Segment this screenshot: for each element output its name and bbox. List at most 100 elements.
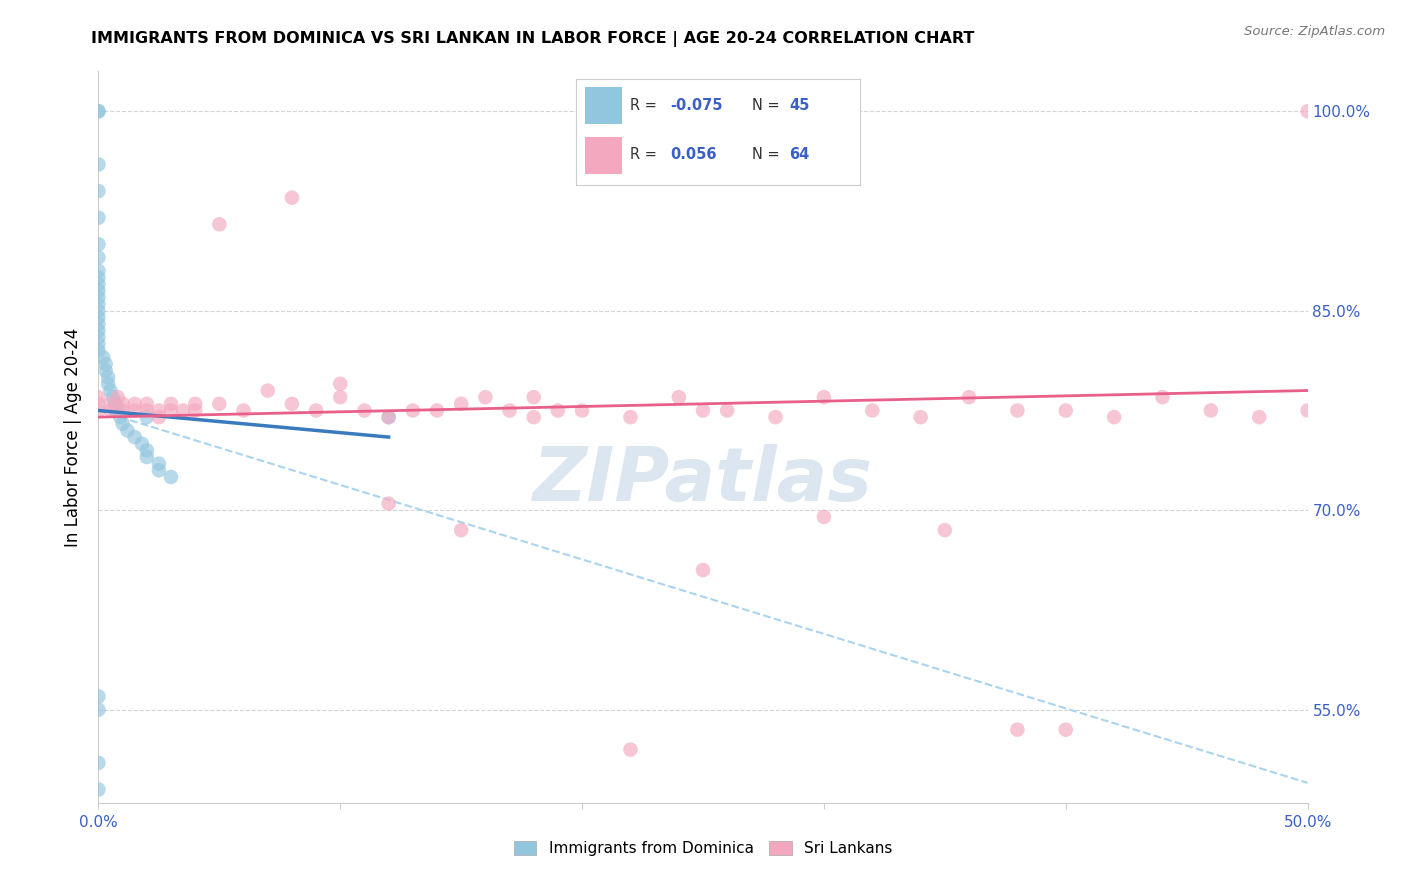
Point [668, 390, 690, 404]
Point [692, 563, 714, 577]
Point [87, 290, 110, 304]
Point [87, 303, 110, 318]
Point [148, 403, 170, 417]
Point [97, 370, 120, 384]
Point [281, 397, 304, 411]
Text: Source: ZipAtlas.com: Source: ZipAtlas.com [1244, 25, 1385, 38]
Point [377, 497, 399, 511]
Point [100, 403, 122, 417]
Point [111, 397, 134, 411]
Point [87, 297, 110, 311]
Point [934, 523, 956, 537]
Point [547, 403, 569, 417]
Point [87, 264, 110, 278]
Point [692, 403, 714, 417]
Point [107, 403, 129, 417]
Point [619, 742, 641, 756]
Point [813, 509, 835, 524]
Point [87, 703, 110, 717]
Point [957, 390, 980, 404]
Point [353, 403, 375, 417]
Point [523, 410, 546, 425]
Point [256, 384, 278, 398]
Point [1199, 403, 1222, 417]
Point [402, 403, 425, 417]
Point [184, 397, 207, 411]
Point [571, 403, 593, 417]
Point [148, 463, 170, 477]
Text: ZIPatlas: ZIPatlas [533, 444, 873, 517]
Point [377, 410, 399, 425]
Point [172, 403, 194, 417]
Point [87, 756, 110, 770]
Point [87, 277, 110, 292]
Point [91, 351, 114, 365]
Point [619, 410, 641, 425]
Point [87, 690, 110, 704]
Point [124, 403, 146, 417]
Point [426, 403, 449, 417]
Point [498, 403, 520, 417]
Point [87, 343, 110, 358]
Point [104, 397, 127, 411]
Point [305, 403, 328, 417]
Point [1007, 403, 1029, 417]
Point [124, 430, 146, 444]
Point [135, 403, 157, 417]
Point [813, 390, 835, 404]
Point [87, 104, 110, 119]
Point [377, 410, 399, 425]
Point [208, 217, 231, 231]
Point [87, 211, 110, 225]
Text: IMMIGRANTS FROM DOMINICA VS SRI LANKAN IN LABOR FORCE | AGE 20-24 CORRELATION CH: IMMIGRANTS FROM DOMINICA VS SRI LANKAN I… [91, 31, 974, 47]
Point [1102, 410, 1125, 425]
Point [108, 410, 131, 425]
Point [329, 376, 352, 391]
Point [208, 397, 231, 411]
Point [148, 457, 170, 471]
Point [1296, 104, 1319, 119]
Point [101, 390, 124, 404]
Point [450, 397, 472, 411]
Point [1296, 403, 1319, 417]
Point [117, 424, 139, 438]
Point [135, 450, 157, 464]
Point [124, 397, 146, 411]
Point [87, 403, 110, 417]
Point [765, 410, 787, 425]
Point [232, 403, 254, 417]
Point [1249, 410, 1271, 425]
Point [87, 330, 110, 344]
Point [160, 470, 183, 484]
Point [87, 324, 110, 338]
Point [87, 237, 110, 252]
Point [94, 357, 117, 371]
Point [87, 337, 110, 351]
Point [135, 443, 157, 458]
Point [94, 363, 117, 377]
Point [111, 403, 134, 417]
Point [281, 191, 304, 205]
Point [87, 782, 110, 797]
Point [184, 403, 207, 417]
Point [87, 251, 110, 265]
Point [87, 284, 110, 298]
Point [87, 184, 110, 198]
Point [1054, 723, 1077, 737]
Point [148, 410, 170, 425]
Point [100, 384, 122, 398]
Legend: Immigrants from Dominica, Sri Lankans: Immigrants from Dominica, Sri Lankans [509, 837, 897, 861]
Point [1007, 723, 1029, 737]
Point [716, 403, 738, 417]
Point [87, 157, 110, 171]
Point [107, 390, 129, 404]
Point [474, 390, 496, 404]
Point [87, 310, 110, 325]
Point [135, 397, 157, 411]
Point [1054, 403, 1077, 417]
Point [100, 397, 122, 411]
Point [910, 410, 932, 425]
Point [860, 403, 883, 417]
Point [450, 523, 472, 537]
Point [87, 390, 110, 404]
